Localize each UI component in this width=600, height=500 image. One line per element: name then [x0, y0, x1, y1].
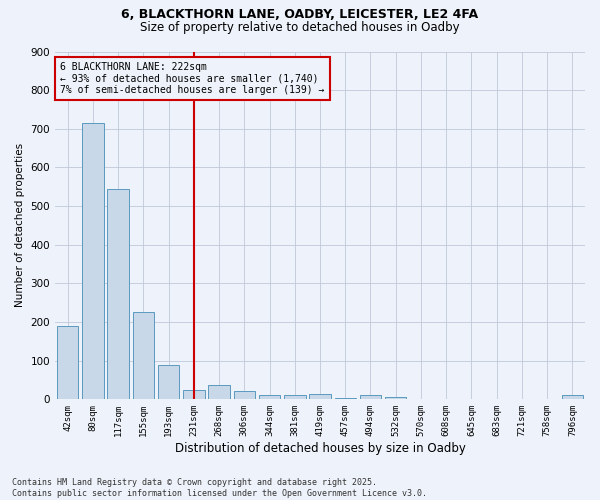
Bar: [183, 390, 205, 400]
Bar: [208, 385, 230, 400]
Bar: [360, 396, 381, 400]
Bar: [562, 396, 583, 400]
Bar: [284, 394, 305, 400]
Bar: [385, 396, 406, 400]
Bar: [57, 326, 79, 400]
Text: Size of property relative to detached houses in Oadby: Size of property relative to detached ho…: [140, 21, 460, 34]
Text: Contains HM Land Registry data © Crown copyright and database right 2025.
Contai: Contains HM Land Registry data © Crown c…: [12, 478, 427, 498]
Text: 6, BLACKTHORN LANE, OADBY, LEICESTER, LE2 4FA: 6, BLACKTHORN LANE, OADBY, LEICESTER, LE…: [121, 8, 479, 20]
Bar: [133, 312, 154, 400]
X-axis label: Distribution of detached houses by size in Oadby: Distribution of detached houses by size …: [175, 442, 466, 455]
Text: 6 BLACKTHORN LANE: 222sqm
← 93% of detached houses are smaller (1,740)
7% of sem: 6 BLACKTHORN LANE: 222sqm ← 93% of detac…: [61, 62, 325, 95]
Bar: [259, 394, 280, 400]
Bar: [82, 123, 104, 400]
Bar: [309, 394, 331, 400]
Bar: [158, 364, 179, 400]
Bar: [107, 188, 129, 400]
Bar: [233, 391, 255, 400]
Y-axis label: Number of detached properties: Number of detached properties: [15, 144, 25, 308]
Bar: [335, 398, 356, 400]
